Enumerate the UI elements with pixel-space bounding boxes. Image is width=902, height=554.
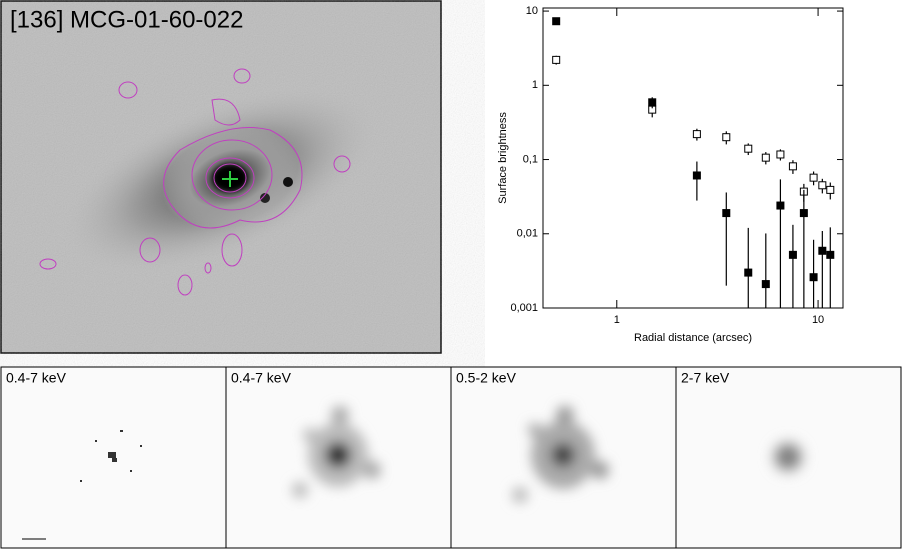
data-point bbox=[722, 133, 731, 142]
data-point bbox=[809, 173, 818, 182]
plot-frame bbox=[542, 7, 844, 309]
y-tick-label: 1 bbox=[532, 79, 538, 91]
y-tick-label: 0,001 bbox=[510, 302, 538, 314]
panel-label: 0.4-7 keV bbox=[6, 370, 67, 386]
x-tick-label: 1 bbox=[614, 314, 620, 326]
data-point bbox=[809, 273, 818, 282]
data-point bbox=[776, 201, 785, 210]
x-tick-label: 10 bbox=[812, 314, 824, 326]
data-point bbox=[826, 250, 835, 259]
galaxy-image: [136] MCG-01-60-022 bbox=[0, 0, 442, 354]
data-point bbox=[744, 268, 753, 277]
y-axis-label: Surface brightness bbox=[497, 112, 509, 204]
x-axis-label: Radial distance (arcsec) bbox=[634, 332, 752, 344]
xray-panels bbox=[0, 366, 902, 549]
data-point bbox=[648, 98, 657, 107]
data-point bbox=[776, 150, 785, 159]
data-point bbox=[722, 209, 731, 218]
data-point bbox=[761, 153, 770, 162]
data-point bbox=[552, 17, 561, 26]
data-point bbox=[788, 162, 797, 171]
y-tick-label: 0,01 bbox=[517, 228, 538, 240]
data-point bbox=[799, 209, 808, 218]
data-point bbox=[761, 280, 770, 289]
data-point bbox=[692, 171, 701, 180]
panel-label: 0.5-2 keV bbox=[456, 370, 517, 386]
contours bbox=[39, 68, 351, 296]
panel-label: 2-7 keV bbox=[681, 370, 730, 386]
data-point bbox=[826, 185, 835, 194]
data-point bbox=[552, 55, 561, 64]
data-point bbox=[818, 181, 827, 190]
data-point bbox=[744, 144, 753, 153]
image-title: [136] MCG-01-60-022 bbox=[10, 6, 243, 33]
y-tick-label: 0,1 bbox=[523, 153, 538, 165]
data-point bbox=[788, 250, 797, 259]
data-point bbox=[818, 246, 827, 255]
panel-label: 0.4-7 keV bbox=[231, 370, 292, 386]
y-tick-label: 10 bbox=[526, 5, 538, 17]
data-point bbox=[692, 130, 701, 139]
